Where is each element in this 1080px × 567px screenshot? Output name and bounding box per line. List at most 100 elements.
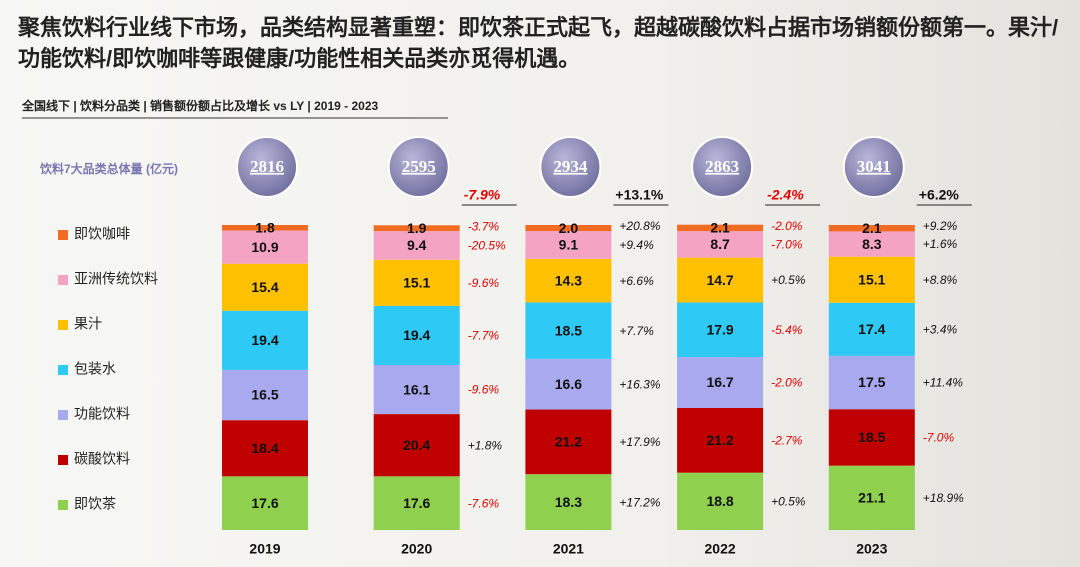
total-bubble	[539, 136, 602, 198]
value-label: 17.6	[251, 495, 278, 511]
x-tick-label: 2020	[401, 541, 432, 557]
growth-label: +18.9%	[923, 491, 964, 505]
growth-label: +17.2%	[619, 495, 660, 509]
bar-segment	[828, 256, 915, 303]
bar-segment	[373, 305, 460, 365]
x-tick-label: 2023	[856, 541, 887, 557]
growth-label: -20.5%	[468, 239, 506, 253]
value-label: 15.4	[251, 279, 278, 295]
total-bubble	[387, 136, 450, 198]
growth-label: -2.0%	[771, 219, 803, 233]
legend-label: 亚洲传统饮料	[74, 271, 158, 287]
growth-label: +9.2%	[923, 219, 958, 233]
total-growth: +6.2%	[919, 187, 960, 203]
value-label: 16.6	[555, 376, 582, 392]
bar-segment	[677, 472, 764, 530]
bar-segment	[677, 257, 764, 303]
total-bubble	[236, 136, 298, 198]
bar-segment	[373, 231, 460, 260]
growth-label: -9.6%	[468, 276, 500, 290]
total-value: 2934	[553, 157, 588, 176]
bar-segment	[373, 414, 460, 477]
total-growth: -7.9%	[464, 187, 501, 203]
x-tick-label: 2021	[553, 541, 584, 557]
bar-segment	[222, 369, 308, 421]
growth-label: +9.4%	[619, 238, 654, 252]
growth-label: +3.4%	[923, 322, 958, 336]
value-label: 8.7	[710, 236, 730, 252]
value-label: 10.9	[251, 239, 278, 255]
total-value: 3041	[857, 157, 891, 176]
legend-label: 果汁	[74, 316, 102, 332]
bar-segment	[828, 409, 915, 466]
bar-segment	[677, 357, 764, 408]
growth-label: -2.0%	[771, 376, 803, 390]
chart-title: 聚焦饮料行业线下市场，品类结构显著重塑：即饮茶正式起飞，超越碳酸饮料占据市场销额…	[18, 15, 1059, 71]
legend-label: 即饮茶	[74, 496, 116, 512]
value-label: 9.1	[559, 237, 579, 253]
value-label: 17.4	[858, 321, 885, 337]
growth-label: +11.4%	[923, 376, 963, 390]
bar-segment	[373, 259, 460, 306]
value-label: 20.4	[403, 437, 430, 453]
value-label: 18.4	[251, 440, 278, 456]
bar-segment	[525, 231, 612, 259]
value-label: 1.9	[407, 220, 427, 236]
value-label: 18.3	[555, 494, 582, 510]
total-bubble	[691, 136, 754, 198]
bar-segment	[525, 358, 612, 410]
value-label: 15.1	[858, 271, 885, 287]
title-box: 聚焦饮料行业线下市场，品类结构显著重塑：即饮茶正式起飞，超越碳酸饮料占据市场销额…	[18, 15, 1059, 71]
bar-segment	[525, 302, 612, 359]
growth-label: -7.0%	[923, 431, 955, 445]
bar-segment	[525, 474, 612, 530]
bar-segment	[828, 231, 915, 257]
x-tick-label: 2019	[249, 541, 280, 557]
value-label: 21.1	[858, 490, 885, 506]
total-growth: +13.1%	[615, 187, 663, 203]
bar-segment	[373, 364, 460, 415]
value-label: 14.7	[706, 272, 733, 288]
total-value: 2595	[402, 157, 436, 176]
bar-segment	[828, 302, 915, 356]
growth-label: +0.5%	[771, 273, 806, 287]
legend-swatch	[58, 365, 68, 375]
value-label: 18.5	[858, 429, 885, 445]
growth-label: +8.8%	[923, 273, 958, 287]
legend-swatch	[58, 455, 68, 465]
legend-swatch	[58, 500, 68, 510]
bar-segment	[677, 231, 764, 258]
legend-swatch	[58, 320, 68, 330]
total-growth: -2.4%	[767, 187, 804, 203]
legend-label: 功能饮料	[74, 406, 130, 422]
bar-segment	[828, 225, 915, 232]
value-label: 17.9	[706, 321, 733, 337]
value-label: 19.4	[251, 332, 278, 348]
growth-label: -9.6%	[468, 383, 500, 397]
growth-label: +7.7%	[619, 324, 654, 338]
growth-label: -7.6%	[468, 496, 500, 510]
value-label: 2.1	[862, 220, 882, 236]
bar-segment	[677, 408, 764, 473]
value-label: 9.4	[407, 237, 427, 253]
growth-label: +0.5%	[771, 495, 806, 509]
value-label: 19.4	[403, 327, 430, 343]
bar-segment	[373, 476, 460, 530]
bar-segment	[828, 465, 915, 530]
value-label: 17.5	[858, 374, 885, 390]
value-label: 2.1	[710, 220, 730, 236]
value-label: 14.3	[555, 272, 582, 288]
growth-label: +20.8%	[619, 219, 660, 233]
value-label: 21.2	[706, 432, 733, 448]
legend-label: 碳酸饮料	[74, 451, 130, 467]
bar-segment	[677, 224, 764, 232]
growth-label: +17.9%	[619, 435, 660, 449]
growth-label: -7.0%	[771, 238, 803, 252]
growth-label: -5.4%	[771, 323, 803, 337]
growth-label: -2.7%	[771, 434, 803, 448]
value-label: 2.0	[559, 220, 579, 236]
x-tick-label: 2022	[705, 541, 736, 557]
value-label: 16.1	[403, 381, 430, 397]
growth-label: +1.6%	[923, 237, 958, 251]
legend-swatch	[58, 410, 68, 420]
